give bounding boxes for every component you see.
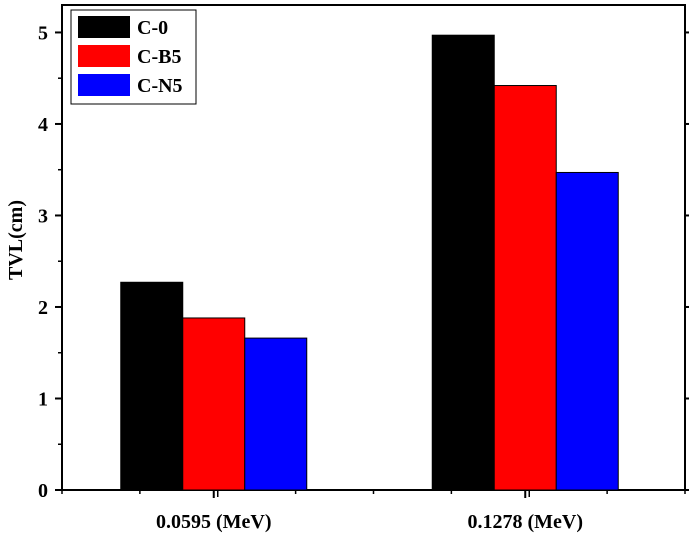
y-axis: 0 1 2 3 4 5	[38, 22, 689, 502]
legend-swatch-c-0	[78, 16, 130, 38]
legend-swatch-c-n5	[78, 74, 130, 96]
y-tick-label: 4	[38, 114, 48, 136]
x-axis: 0.0595 (MeV) 0.1278 (MeV)	[61, 490, 686, 533]
x-category-label: 0.0595 (MeV)	[156, 511, 272, 533]
bar-c-n5-1	[244, 337, 308, 491]
x-category-label: 0.1278 (MeV)	[467, 511, 583, 533]
bar-c-0-1	[120, 281, 184, 491]
bars	[120, 34, 619, 491]
y-tick-label: 3	[38, 205, 48, 227]
y-tick-label: 0	[38, 480, 48, 502]
y-tick-label: 2	[38, 297, 48, 319]
bar-c-b5-2	[493, 85, 557, 491]
legend-label-c-n5: C-N5	[137, 75, 183, 97]
bar-c-n5-2	[555, 171, 619, 491]
y-tick-label: 1	[38, 388, 48, 410]
legend-label-c-b5: C-B5	[137, 46, 181, 68]
legend-swatch-c-b5	[78, 45, 130, 67]
legend-label-c-0: C-0	[137, 17, 168, 39]
legend: C-0 C-B5 C-N5	[70, 9, 197, 105]
bar-c-0-2	[431, 34, 495, 491]
y-tick-label: 5	[38, 22, 48, 44]
y-axis-title: TVL(cm)	[5, 200, 27, 280]
bar-c-b5-1	[182, 317, 246, 491]
